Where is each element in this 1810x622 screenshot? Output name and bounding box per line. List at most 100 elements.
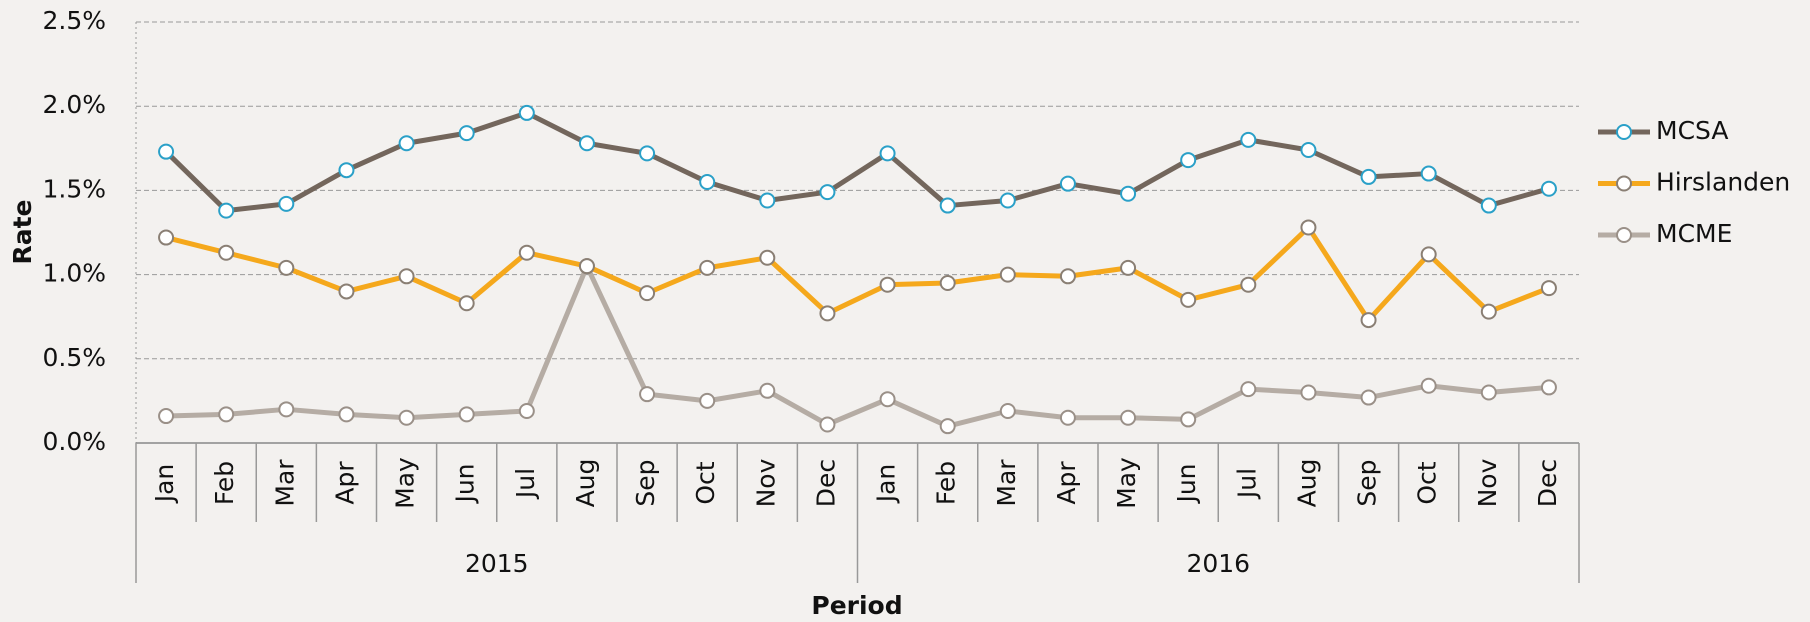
- legend-marker: [1616, 227, 1632, 243]
- series-line: [165, 263, 1550, 429]
- data-point: [338, 283, 355, 300]
- legend-label: MCME: [1656, 219, 1732, 248]
- data-point: [759, 249, 776, 266]
- data-point: [578, 135, 595, 152]
- x-tick-label: Jun: [451, 463, 480, 504]
- data-point: [218, 406, 235, 423]
- data-point: [218, 244, 235, 261]
- data-point: [939, 418, 956, 435]
- x-tick-label: May: [391, 457, 420, 509]
- data-point: [1480, 384, 1497, 401]
- y-tick-label: 1.0%: [42, 259, 106, 288]
- data-point: [759, 192, 776, 209]
- x-tick-label: Nov: [751, 458, 780, 507]
- data-point: [1420, 377, 1437, 394]
- data-point: [819, 305, 836, 322]
- data-point: [1180, 291, 1197, 308]
- x-tick-label: Sep: [631, 459, 660, 506]
- data-point: [1480, 303, 1497, 320]
- data-point: [1360, 389, 1377, 406]
- data-point: [1059, 175, 1076, 192]
- x-tick-label: Apr: [1052, 461, 1081, 505]
- data-point: [1180, 411, 1197, 428]
- data-point: [1300, 384, 1317, 401]
- y-axis-label: Rate: [8, 199, 37, 264]
- data-point: [338, 162, 355, 179]
- x-tick-label: Dec: [811, 459, 840, 507]
- data-point: [1240, 131, 1257, 148]
- x-tick-label: Aug: [571, 459, 600, 508]
- x-tick-label: Oct: [691, 461, 720, 504]
- x-tick-label: May: [1112, 457, 1141, 509]
- data-point: [879, 276, 896, 293]
- data-point: [1180, 152, 1197, 169]
- data-point: [1540, 280, 1557, 297]
- x-tick-label: Jul: [511, 468, 540, 500]
- data-point: [1540, 180, 1557, 197]
- data-point: [879, 145, 896, 162]
- data-point: [999, 192, 1016, 209]
- x-group-label: 2016: [1186, 549, 1250, 578]
- data-point: [1240, 381, 1257, 398]
- data-point: [1300, 219, 1317, 236]
- data-point: [398, 409, 415, 426]
- data-point: [1420, 165, 1437, 182]
- x-tick-label: Dec: [1533, 459, 1562, 507]
- x-axis-label: Period: [811, 591, 902, 620]
- x-tick-label: Jan: [872, 464, 901, 505]
- data-point: [278, 259, 295, 276]
- x-tick-label: Nov: [1473, 458, 1502, 507]
- data-point: [1360, 168, 1377, 185]
- data-point: [639, 285, 656, 302]
- x-tick-label: Oct: [1413, 461, 1442, 504]
- y-tick-label: 2.0%: [42, 90, 106, 119]
- data-point: [819, 184, 836, 201]
- y-tick-label: 1.5%: [42, 174, 106, 203]
- data-point: [1120, 185, 1137, 202]
- y-tick-label: 0.0%: [42, 427, 106, 456]
- data-point: [1059, 268, 1076, 285]
- data-point: [278, 401, 295, 418]
- data-point: [1360, 312, 1377, 329]
- data-point: [999, 403, 1016, 420]
- legend-marker: [1616, 175, 1632, 192]
- data-point: [158, 408, 175, 425]
- data-point: [158, 229, 175, 246]
- data-point: [1300, 141, 1317, 158]
- data-point: [398, 135, 415, 152]
- data-point: [518, 104, 535, 121]
- data-point: [999, 266, 1016, 283]
- data-point: [1480, 197, 1497, 214]
- data-point: [578, 258, 595, 275]
- y-tick-label: 0.5%: [42, 343, 106, 372]
- x-tick-label: Feb: [210, 461, 239, 505]
- x-tick-label: Mar: [270, 459, 299, 507]
- data-point: [699, 173, 716, 190]
- data-point: [1059, 409, 1076, 426]
- data-point: [1120, 409, 1137, 426]
- data-point: [398, 268, 415, 285]
- data-point: [939, 197, 956, 214]
- data-point: [819, 416, 836, 433]
- data-point: [518, 403, 535, 420]
- x-tick-label: Mar: [992, 459, 1021, 507]
- data-point: [278, 195, 295, 212]
- data-point: [158, 143, 175, 160]
- x-tick-label: Sep: [1353, 459, 1382, 506]
- x-group-label: 2015: [465, 549, 529, 578]
- data-point: [879, 391, 896, 408]
- data-point: [1420, 246, 1437, 263]
- series-line: [165, 224, 1550, 323]
- legend-label: MCSA: [1656, 116, 1728, 145]
- data-point: [639, 386, 656, 403]
- data-point: [699, 259, 716, 276]
- series-line: [164, 110, 1550, 214]
- data-point: [1120, 259, 1137, 276]
- data-point: [338, 406, 355, 423]
- data-point: [458, 406, 475, 423]
- x-tick-label: Jul: [1232, 468, 1261, 500]
- legend-marker: [1616, 124, 1632, 140]
- x-tick-label: Feb: [932, 461, 961, 505]
- y-tick-label: 2.5%: [42, 6, 106, 35]
